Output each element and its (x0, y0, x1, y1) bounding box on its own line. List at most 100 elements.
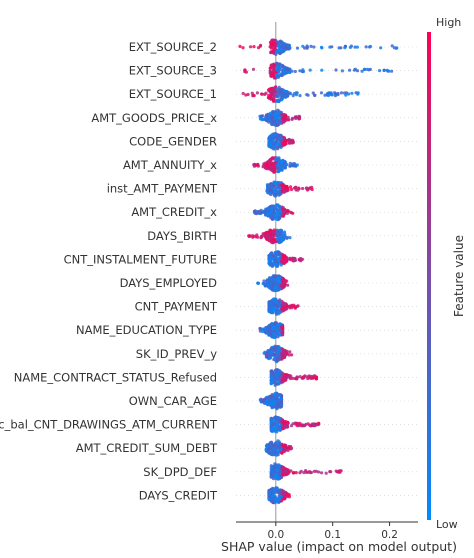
shap-point (278, 332, 282, 337)
shap-point (300, 423, 305, 427)
shap-point (337, 469, 342, 473)
shap-point (278, 231, 282, 235)
feature-label: EXT_SOURCE_2 (129, 40, 217, 54)
shap-point (311, 423, 316, 427)
shap-point (379, 46, 383, 50)
shap-point (283, 306, 287, 310)
shap-point (271, 73, 275, 77)
shap-point (270, 377, 274, 381)
shap-point (284, 425, 288, 429)
shap-point (289, 185, 293, 189)
shap-point (252, 45, 256, 49)
shap-point (274, 142, 278, 146)
shap-point (292, 471, 296, 475)
shap-point (288, 236, 292, 240)
shap-point (270, 497, 275, 501)
shap-point (348, 45, 352, 50)
shap-point (394, 46, 398, 50)
shap-point (296, 304, 300, 308)
shap-point (265, 352, 269, 356)
shap-point (270, 369, 274, 373)
shap-point (363, 67, 367, 71)
shap-point (274, 374, 278, 378)
shap-point (274, 468, 279, 472)
shap-point (279, 329, 283, 333)
shap-point (274, 422, 278, 426)
shap-point (306, 375, 310, 379)
shap-point (280, 88, 284, 92)
shap-point (273, 167, 277, 171)
feature-row: EXT_SOURCE_1 (129, 85, 418, 104)
shap-point (274, 497, 278, 501)
shap-point (278, 442, 282, 446)
shap-point (364, 45, 368, 49)
shap-point (269, 472, 273, 476)
shap-point (294, 116, 298, 121)
shap-point (259, 236, 263, 240)
shap-point (272, 393, 276, 397)
colorbar-high-label: High (436, 16, 461, 29)
shap-point (277, 156, 281, 160)
shap-point (264, 208, 269, 212)
shap-point (282, 212, 286, 216)
feature-row: AMT_GOODS_PRICE_x (91, 108, 418, 127)
shap-point (275, 217, 279, 221)
shap-point (278, 144, 282, 148)
shap-point (269, 379, 273, 383)
shap-point (286, 92, 290, 96)
shap-point (275, 87, 279, 91)
shap-point (272, 334, 276, 338)
shap-point (270, 372, 274, 376)
shap-point (279, 138, 283, 142)
shap-point (282, 377, 286, 381)
colorbar-title: Feature value (452, 235, 466, 317)
shap-point (283, 443, 287, 447)
shap-point (282, 303, 286, 307)
shap-point (275, 135, 279, 139)
shap-point (319, 91, 324, 95)
shap-point (262, 279, 266, 283)
shap-point (343, 44, 348, 48)
shap-point (270, 323, 274, 327)
shap-point (295, 46, 300, 50)
x-ticks: 0.0 0.1 0.2 (267, 522, 398, 541)
feature-row: cc_bal_CNT_DRAWINGS_ATM_CURRENT (0, 415, 418, 434)
feature-label: EXT_SOURCE_1 (129, 87, 217, 101)
shap-point (276, 69, 280, 73)
shap-point (291, 376, 295, 380)
shap-point (282, 46, 287, 50)
shap-point (279, 445, 283, 449)
shap-point (334, 469, 338, 473)
shap-point (269, 96, 273, 100)
shap-point (294, 185, 298, 190)
shap-point (276, 288, 280, 292)
feature-row: CNT_PAYMENT (135, 297, 418, 316)
shap-point (276, 348, 280, 352)
shap-point (277, 239, 281, 243)
shap-point (278, 280, 282, 285)
feature-label: DAYS_BIRTH (147, 229, 217, 243)
feature-label: CODE_GENDER (129, 134, 217, 148)
shap-point (282, 190, 286, 194)
shap-point (275, 391, 279, 395)
shap-point (275, 204, 279, 208)
shap-point (334, 68, 338, 72)
shap-point (308, 376, 312, 380)
shap-point (274, 52, 278, 57)
shap-point (360, 69, 364, 73)
shap-point (274, 182, 278, 187)
shap-point (306, 422, 310, 426)
shap-point (273, 86, 277, 90)
shap-point (276, 210, 280, 214)
shap-point (275, 117, 279, 121)
shap-point (249, 45, 253, 49)
shap-point (298, 94, 302, 98)
shap-point (280, 380, 284, 384)
shap-point (254, 235, 258, 239)
shap-point (289, 140, 293, 144)
shap-point (264, 163, 268, 167)
shap-point (268, 213, 272, 217)
shap-point (290, 138, 294, 142)
shap-point (278, 252, 282, 256)
shap-point (304, 186, 309, 190)
